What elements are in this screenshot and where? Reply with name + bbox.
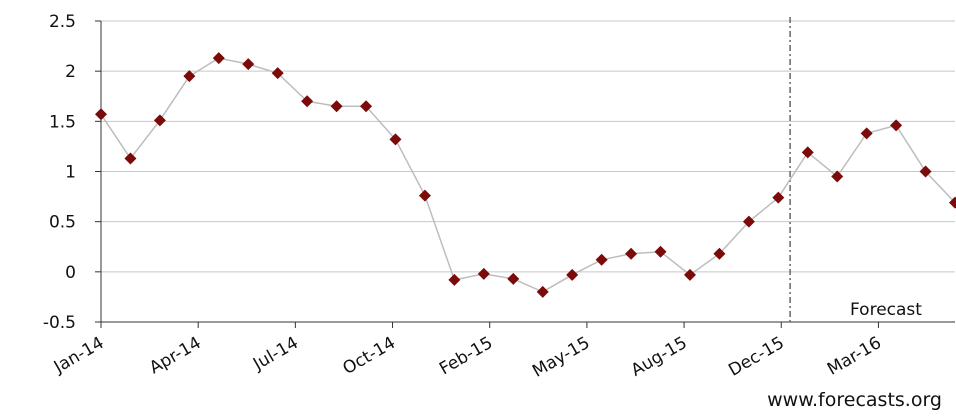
marker (153, 114, 166, 127)
marker (183, 70, 196, 83)
marker (919, 165, 932, 178)
y-tick-label: 1 (65, 163, 76, 183)
x-tick-label: May-15 (529, 333, 593, 382)
x-tick-label: Dec-15 (725, 333, 788, 381)
marker (242, 58, 255, 71)
y-tick-label: 2 (65, 62, 76, 82)
marker (801, 146, 814, 159)
forecast-label: Forecast (850, 300, 922, 320)
x-tick-label: Mar-16 (824, 333, 885, 380)
marker (831, 170, 844, 183)
marker (418, 189, 431, 202)
marker (860, 127, 873, 140)
marker (212, 52, 225, 65)
y-tick-label: 0 (65, 263, 76, 283)
marker (448, 273, 461, 286)
marker (536, 285, 549, 298)
marker (890, 119, 903, 132)
y-tick-label: 1.5 (49, 112, 76, 132)
marker (683, 268, 696, 281)
y-tick-label: -0.5 (43, 313, 76, 333)
marker (949, 196, 956, 209)
series-line (100, 57, 956, 293)
marker (95, 108, 107, 121)
y-tick-label: 2.5 (49, 12, 76, 32)
marker (713, 247, 726, 260)
x-tick-label: Oct-14 (340, 333, 400, 379)
x-tick-label: Feb-15 (436, 333, 496, 379)
marker (566, 268, 579, 281)
x-tick-label: Jul-14 (249, 333, 302, 375)
marker (271, 67, 284, 80)
marker (742, 215, 755, 228)
marker (389, 133, 402, 146)
marker (124, 152, 137, 165)
marker (507, 272, 520, 285)
x-tick-label: Aug-15 (628, 333, 691, 381)
marker (772, 191, 785, 204)
marker (360, 100, 373, 113)
x-tick-label: Jan-14 (50, 333, 108, 378)
marker (477, 267, 490, 280)
y-tick-label: 0.5 (49, 213, 76, 233)
source: www.forecasts.org (767, 389, 942, 411)
marker (330, 100, 343, 113)
marker (625, 247, 638, 260)
x-tick-label: Apr-14 (146, 333, 205, 378)
marker (301, 95, 314, 108)
marker (595, 253, 608, 266)
marker (654, 245, 667, 258)
